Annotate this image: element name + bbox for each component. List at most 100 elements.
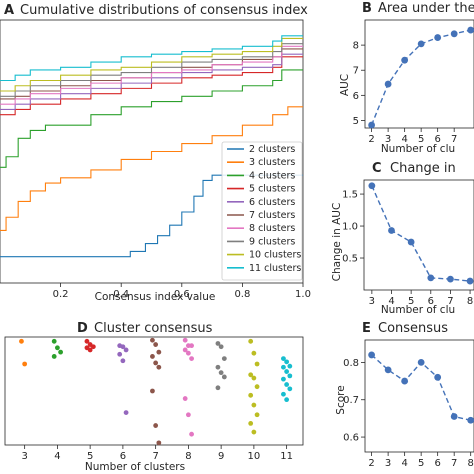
panel-d-point [284,369,290,374]
panel-c-title: Change in [390,161,456,176]
panel-d-point [284,382,290,387]
panel-d-point [153,342,159,347]
panel-d-point [120,344,126,350]
panel-d-point [156,440,162,446]
panel-b-point [401,56,409,64]
panel-a-frame [0,19,304,284]
panel-a-legend-label: 8 clusters [249,223,295,234]
panel-d-point [248,372,254,378]
panel-d-point [287,386,293,392]
panel-c-xtick-label: 6 [428,296,434,307]
panel-b-point [450,30,458,38]
panel-d-point [54,345,60,351]
panel-b-point [368,121,376,129]
panel-a-series-line [0,45,303,105]
panel-a-legend-label: 6 clusters [249,197,295,208]
panel-b-frame [364,19,474,129]
panel-e: E Consensus 0.6 0.7 0.8 2 3 4 5 6 7 8 Score [335,321,474,469]
panel-d-letter: D [77,321,88,336]
panel-d-xtick-label: 9 [218,451,224,462]
panel-d-point [248,392,254,398]
panel-c-ytick-label: 1.0 [342,222,358,233]
panel-e-ytick-label: 0.8 [343,358,359,369]
panel-c-frame [363,179,474,291]
panel-e-letter: E [362,321,371,336]
panel-a-series-line [0,35,303,82]
panel-b-ytick-label: 5 [353,116,359,127]
panel-d-xlabel: Number of clusters [85,461,185,473]
panel-e-title: Consensus [378,321,448,336]
panel-b-ytick-label: 8 [353,41,359,52]
panel-d-frame [4,336,304,446]
panel-c-point [388,227,395,234]
panel-c-plot: 0.5 1.0 1.5 3 4 5 6 7 8 [342,179,474,307]
panel-a-legend-box [221,141,303,281]
panel-e-point [417,359,425,366]
panel-d-point [120,358,126,364]
panel-d-point [123,347,129,353]
panel-a-series-line [0,37,303,92]
panel-e-xtick-label: 7 [451,458,457,469]
panel-e-plot: 0.6 0.7 0.8 2 3 4 5 6 7 8 [343,339,474,469]
panel-e-point [368,351,376,359]
panel-d-point [215,364,221,370]
panel-c-xtick-label: 3 [369,296,375,307]
panel-d-point [182,396,188,401]
panel-b-ylabel: AUC [339,74,351,96]
panel-b-xtick-label: 3 [385,134,391,145]
panel-a-legend-label: 9 clusters [249,236,295,247]
panel-d-xtick-label: 3 [21,451,27,462]
panel-a-series-line [0,53,303,110]
panel-d-point [189,343,194,349]
panel-d-point [58,349,63,355]
panel-d-point [254,412,260,418]
panel-c-xtick-label: 7 [447,296,453,307]
panel-d-point [287,363,293,369]
panel-a-plot: 0.2 0.4 0.6 0.8 1.0 2 clusters 3 clusters 4 clu… [0,19,311,300]
panel-d: D Cluster consensus 3 4 5 6 7 8 9 10 11 Number o… [4,321,304,473]
panel-c-line [371,185,471,282]
panel-e-point [450,413,458,420]
panel-d-xtick-label: 4 [54,451,60,462]
panel-d-point [117,351,123,357]
panel-a-xtick-label: 0.2 [53,289,69,300]
panel-d-point [189,431,194,437]
panel-d-point [123,410,129,415]
panel-c: C Change in 0.5 1.0 1.5 3 4 5 6 7 8 Number of cl… [331,161,474,316]
panel-d-point [150,337,155,343]
panel-a-series-line [0,106,303,231]
panel-d-point [281,364,286,370]
panel-d-xtick-label: 7 [152,451,158,462]
panel-d-point [287,373,293,379]
panel-d-plot: 3 4 5 6 7 8 9 10 11 [4,336,304,462]
panel-d-point [182,347,188,353]
panel-d-xtick-label: 8 [185,451,191,462]
panel-a-legend-label: 5 clusters [249,184,295,195]
panel-d-point [251,350,257,356]
panel-e-frame [364,339,474,453]
panel-e-ylabel: Score [335,385,347,414]
panel-b-xlabel: Number of clu [381,143,455,155]
panel-e-xtick-label: 6 [434,458,440,469]
panel-a-series-line [0,174,303,258]
panel-e-ytick-label: 0.7 [343,395,359,406]
panel-d-point [254,361,260,367]
panel-b-xtick-label: 5 [418,134,424,145]
panel-d-point [251,375,257,381]
panel-d-point [215,341,221,346]
panel-a-legend-label: 4 clusters [249,170,295,181]
panel-d-point [156,364,162,370]
panel-d-point [221,356,227,361]
panel-e-point [401,377,409,385]
panel-d-point [221,374,227,380]
panel-a-legend-label: 2 clusters [249,144,295,155]
panel-b-xtick-label: 7 [451,134,457,145]
panel-a-legend-label: 11 clusters [249,263,301,274]
panel-c-ytick-label: 1.5 [342,190,358,201]
panel-d-point [22,361,28,367]
panel-b-xtick-label: 4 [401,134,407,145]
panel-e-point [434,373,442,381]
panel-d-point [185,350,191,356]
